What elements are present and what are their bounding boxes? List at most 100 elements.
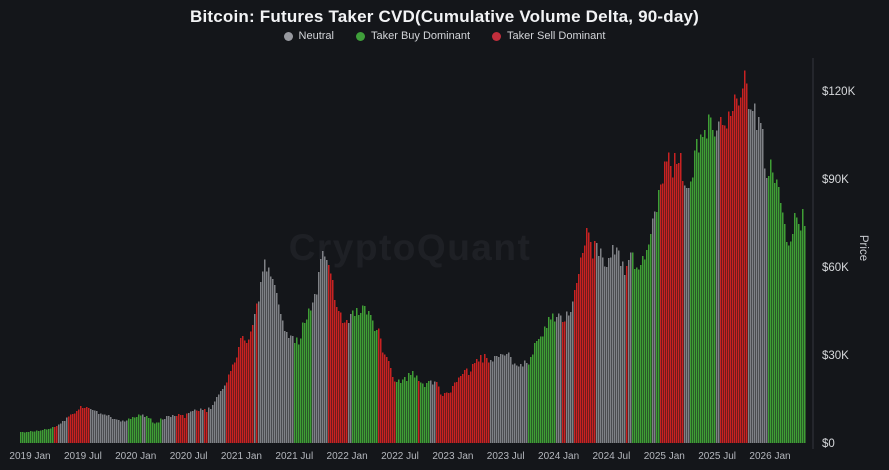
x-tick-label: 2026 Jan bbox=[749, 451, 790, 462]
price-bar bbox=[778, 186, 780, 444]
price-bar bbox=[766, 177, 768, 444]
price-bar bbox=[652, 218, 654, 443]
price-bar bbox=[406, 380, 408, 443]
price-bar bbox=[364, 305, 366, 443]
price-bar bbox=[602, 257, 604, 443]
price-bar bbox=[638, 269, 640, 443]
price-bar bbox=[678, 162, 680, 443]
price-bar bbox=[644, 259, 646, 443]
price-bar bbox=[522, 366, 524, 443]
legend-item-taker-buy[interactable]: Taker Buy Dominant bbox=[355, 30, 470, 42]
price-bar bbox=[328, 265, 330, 443]
price-bar bbox=[540, 336, 542, 443]
price-bar bbox=[772, 172, 774, 443]
price-bar bbox=[722, 124, 724, 444]
taker-sell-dot-icon bbox=[492, 31, 502, 41]
price-bar bbox=[34, 431, 36, 443]
price-bar bbox=[214, 401, 216, 443]
legend-item-taker-sell[interactable]: Taker Sell Dominant bbox=[492, 30, 605, 42]
price-bar bbox=[586, 228, 588, 443]
price-bar bbox=[756, 129, 758, 443]
price-bar bbox=[184, 417, 186, 443]
price-bar bbox=[384, 354, 386, 443]
price-bar bbox=[454, 382, 456, 443]
price-bar bbox=[222, 389, 224, 443]
price-bar bbox=[746, 83, 748, 444]
price-bar bbox=[212, 404, 214, 443]
price-bar bbox=[566, 311, 568, 443]
price-bar bbox=[44, 429, 46, 443]
price-bar bbox=[394, 381, 396, 443]
price-bar bbox=[204, 408, 206, 443]
price-bar bbox=[430, 380, 432, 443]
price-bar bbox=[186, 413, 188, 443]
price-bar bbox=[108, 414, 110, 443]
price-bar bbox=[84, 407, 86, 443]
price-bar bbox=[668, 152, 670, 443]
price-bar bbox=[62, 420, 64, 443]
price-bar bbox=[564, 321, 566, 443]
price-bar bbox=[570, 312, 572, 443]
price-bar bbox=[96, 410, 98, 443]
price-bar bbox=[804, 225, 806, 443]
price-bar bbox=[802, 209, 804, 443]
price-bar bbox=[350, 313, 352, 443]
price-bar bbox=[270, 276, 272, 443]
price-bar bbox=[282, 320, 284, 443]
price-bar bbox=[484, 354, 486, 443]
price-bar bbox=[90, 408, 92, 443]
price-bar bbox=[80, 405, 82, 443]
price-bar bbox=[666, 161, 668, 443]
price-bar bbox=[442, 395, 444, 443]
price-bar bbox=[738, 105, 740, 443]
price-bar bbox=[76, 410, 78, 443]
price-bar bbox=[388, 361, 390, 443]
price-bar bbox=[38, 430, 40, 443]
price-bar bbox=[272, 278, 274, 443]
price-bar bbox=[794, 213, 796, 443]
price-bar bbox=[520, 364, 522, 443]
price-bar bbox=[656, 212, 658, 443]
price-bar bbox=[776, 179, 778, 443]
price-bar bbox=[258, 301, 260, 443]
price-bar bbox=[724, 125, 726, 443]
price-bar bbox=[356, 307, 358, 443]
price-bar bbox=[112, 418, 114, 443]
price-bar bbox=[650, 233, 652, 443]
price-bar bbox=[556, 317, 558, 443]
price-bar bbox=[346, 319, 348, 443]
price-bar bbox=[670, 166, 672, 443]
price-bar bbox=[140, 415, 142, 443]
price-bar bbox=[398, 379, 400, 443]
legend-item-neutral[interactable]: Neutral bbox=[283, 30, 334, 42]
price-bar bbox=[732, 111, 734, 443]
price-bar bbox=[32, 431, 34, 443]
price-bar bbox=[176, 416, 178, 443]
price-bar bbox=[774, 183, 776, 443]
price-bar bbox=[234, 362, 236, 443]
price-bar bbox=[224, 385, 226, 443]
price-bar bbox=[358, 314, 360, 443]
price-bar bbox=[596, 242, 598, 443]
price-bar bbox=[170, 417, 172, 443]
price-bar bbox=[594, 241, 596, 443]
price-bar bbox=[376, 330, 378, 443]
price-bar bbox=[588, 232, 590, 443]
price-bar bbox=[178, 413, 180, 443]
price-bar bbox=[236, 357, 238, 443]
price-bar bbox=[340, 312, 342, 443]
price-bar bbox=[434, 381, 436, 443]
x-tick-label: 2021 Jan bbox=[221, 451, 262, 462]
price-bar bbox=[172, 415, 174, 443]
price-bar bbox=[302, 322, 304, 443]
price-bar bbox=[648, 244, 650, 443]
price-bar bbox=[198, 410, 200, 443]
price-bar bbox=[316, 294, 318, 443]
price-bar bbox=[600, 248, 602, 443]
price-bar bbox=[624, 275, 626, 443]
price-bar bbox=[374, 331, 376, 443]
price-bar bbox=[710, 117, 712, 443]
price-bar bbox=[762, 128, 764, 444]
x-tick-label: 2022 Jan bbox=[327, 451, 368, 462]
